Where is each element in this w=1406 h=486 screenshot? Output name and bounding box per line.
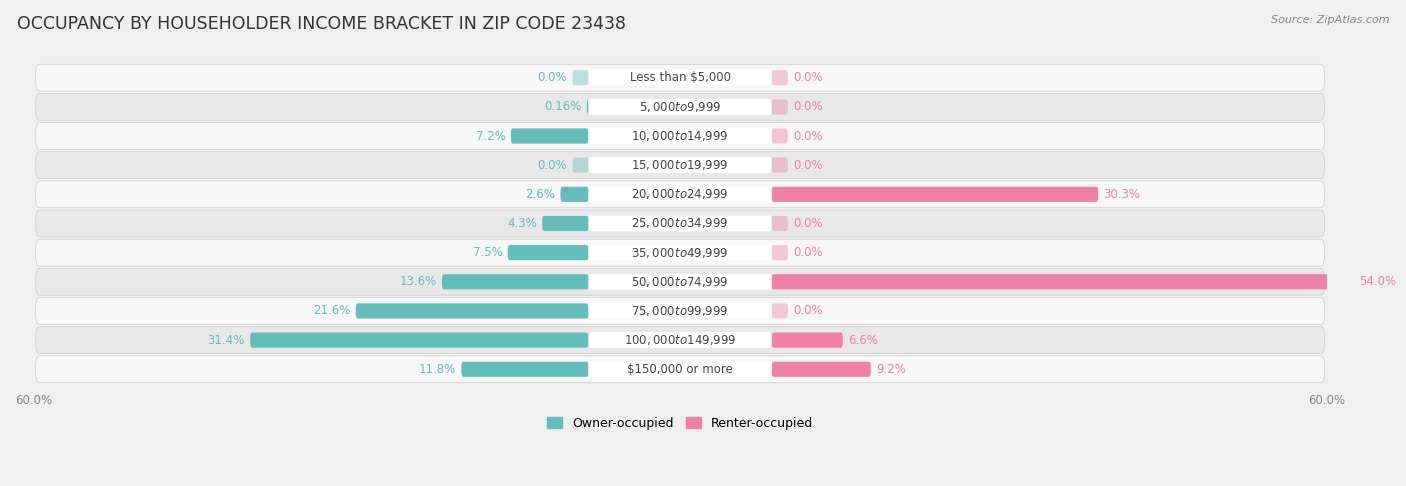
Text: 4.3%: 4.3% <box>508 217 537 230</box>
Text: 0.16%: 0.16% <box>544 100 582 113</box>
FancyBboxPatch shape <box>772 157 787 173</box>
FancyBboxPatch shape <box>250 332 589 347</box>
FancyBboxPatch shape <box>589 244 772 260</box>
FancyBboxPatch shape <box>772 99 787 114</box>
Text: 0.0%: 0.0% <box>793 71 823 84</box>
FancyBboxPatch shape <box>508 245 589 260</box>
FancyBboxPatch shape <box>441 274 589 289</box>
Text: 9.2%: 9.2% <box>876 363 905 376</box>
Text: $20,000 to $24,999: $20,000 to $24,999 <box>631 187 728 201</box>
FancyBboxPatch shape <box>772 362 870 377</box>
Text: 7.2%: 7.2% <box>475 129 506 142</box>
FancyBboxPatch shape <box>35 93 1324 120</box>
Text: $5,000 to $9,999: $5,000 to $9,999 <box>638 100 721 114</box>
FancyBboxPatch shape <box>772 332 842 347</box>
FancyBboxPatch shape <box>35 181 1324 208</box>
Text: 11.8%: 11.8% <box>419 363 456 376</box>
Text: 0.0%: 0.0% <box>537 71 567 84</box>
FancyBboxPatch shape <box>589 99 772 115</box>
FancyBboxPatch shape <box>35 327 1324 353</box>
FancyBboxPatch shape <box>35 210 1324 237</box>
Text: $100,000 to $149,999: $100,000 to $149,999 <box>624 333 737 347</box>
FancyBboxPatch shape <box>35 122 1324 149</box>
Text: 54.0%: 54.0% <box>1360 275 1396 288</box>
FancyBboxPatch shape <box>510 128 589 143</box>
FancyBboxPatch shape <box>356 303 589 318</box>
Text: 0.0%: 0.0% <box>793 158 823 172</box>
Text: 21.6%: 21.6% <box>314 304 350 317</box>
Text: OCCUPANCY BY HOUSEHOLDER INCOME BRACKET IN ZIP CODE 23438: OCCUPANCY BY HOUSEHOLDER INCOME BRACKET … <box>17 15 626 33</box>
Text: $150,000 or more: $150,000 or more <box>627 363 733 376</box>
FancyBboxPatch shape <box>35 297 1324 324</box>
FancyBboxPatch shape <box>589 332 772 348</box>
FancyBboxPatch shape <box>589 215 772 231</box>
Text: 2.6%: 2.6% <box>526 188 555 201</box>
FancyBboxPatch shape <box>35 268 1324 295</box>
FancyBboxPatch shape <box>772 216 787 231</box>
FancyBboxPatch shape <box>572 70 589 85</box>
FancyBboxPatch shape <box>589 186 772 202</box>
FancyBboxPatch shape <box>589 303 772 319</box>
Text: 0.0%: 0.0% <box>793 304 823 317</box>
Legend: Owner-occupied, Renter-occupied: Owner-occupied, Renter-occupied <box>541 412 818 434</box>
FancyBboxPatch shape <box>772 303 787 318</box>
FancyBboxPatch shape <box>586 99 589 114</box>
Text: $75,000 to $99,999: $75,000 to $99,999 <box>631 304 728 318</box>
Text: 0.0%: 0.0% <box>537 158 567 172</box>
Text: 6.6%: 6.6% <box>848 333 879 347</box>
FancyBboxPatch shape <box>543 216 589 231</box>
FancyBboxPatch shape <box>772 274 1354 289</box>
Text: 0.0%: 0.0% <box>793 246 823 259</box>
Text: Source: ZipAtlas.com: Source: ZipAtlas.com <box>1271 15 1389 25</box>
Text: 13.6%: 13.6% <box>399 275 437 288</box>
Text: $50,000 to $74,999: $50,000 to $74,999 <box>631 275 728 289</box>
Text: Less than $5,000: Less than $5,000 <box>630 71 731 84</box>
Text: 7.5%: 7.5% <box>472 246 502 259</box>
Text: $15,000 to $19,999: $15,000 to $19,999 <box>631 158 728 172</box>
Text: $35,000 to $49,999: $35,000 to $49,999 <box>631 245 728 260</box>
FancyBboxPatch shape <box>772 245 787 260</box>
Text: $10,000 to $14,999: $10,000 to $14,999 <box>631 129 728 143</box>
FancyBboxPatch shape <box>572 157 589 173</box>
FancyBboxPatch shape <box>589 69 772 86</box>
FancyBboxPatch shape <box>35 356 1324 382</box>
FancyBboxPatch shape <box>561 187 589 202</box>
Text: 0.0%: 0.0% <box>793 217 823 230</box>
Text: $25,000 to $34,999: $25,000 to $34,999 <box>631 216 728 230</box>
FancyBboxPatch shape <box>35 64 1324 91</box>
Text: 0.0%: 0.0% <box>793 100 823 113</box>
FancyBboxPatch shape <box>35 239 1324 266</box>
Text: 30.3%: 30.3% <box>1104 188 1140 201</box>
FancyBboxPatch shape <box>772 128 787 143</box>
FancyBboxPatch shape <box>589 128 772 144</box>
Text: 0.0%: 0.0% <box>793 129 823 142</box>
FancyBboxPatch shape <box>589 361 772 377</box>
FancyBboxPatch shape <box>461 362 589 377</box>
FancyBboxPatch shape <box>589 157 772 173</box>
FancyBboxPatch shape <box>35 152 1324 178</box>
Text: 31.4%: 31.4% <box>208 333 245 347</box>
FancyBboxPatch shape <box>772 187 1098 202</box>
FancyBboxPatch shape <box>589 274 772 290</box>
FancyBboxPatch shape <box>772 70 787 85</box>
